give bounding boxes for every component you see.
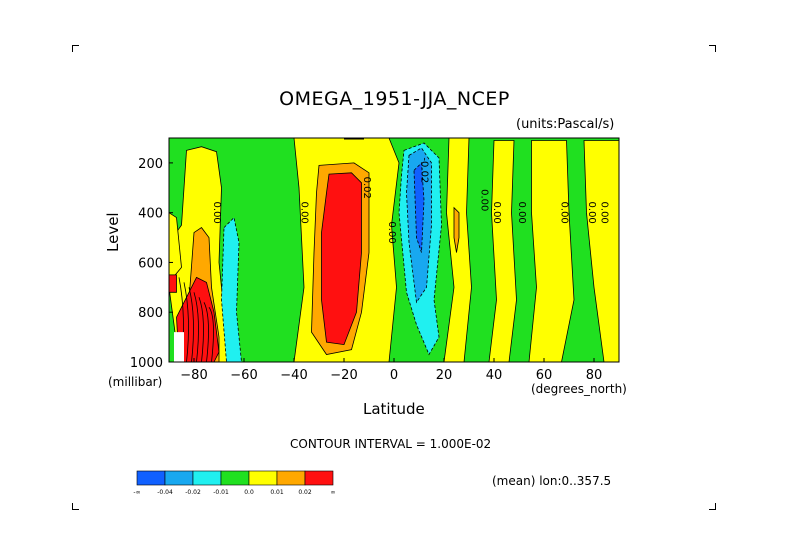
contour-label-9: 0.00 [586, 202, 597, 224]
missing-data-block [174, 332, 184, 362]
y-axis-unit: (millibar) [108, 375, 163, 389]
x-tick-label: −40 [280, 368, 307, 383]
colorbar-swatch-3 [220, 470, 250, 486]
colorbar-label-7: ∞ [331, 489, 336, 496]
colorbar-label-5: 0.01 [270, 489, 284, 496]
x-tick-label: 40 [486, 368, 503, 383]
colorbar-swatch-1 [164, 470, 194, 486]
top-edge-contour [344, 138, 364, 140]
contour-label-3: 0.00 [386, 221, 397, 243]
colorbar-swatch-4 [248, 470, 278, 486]
units-note: (units:Pascal/s) [516, 117, 615, 132]
y-tick-label: 800 [138, 306, 163, 321]
contour-label-1: 0.00 [299, 202, 310, 224]
contour-line-polar [198, 297, 204, 363]
corner-mark-top-left [72, 45, 79, 52]
x-tick-label: 20 [436, 368, 453, 383]
colorbar-swatch-6 [304, 470, 334, 486]
contour-label-8: 0.00 [559, 202, 570, 224]
corner-mark-bottom-right [709, 503, 716, 510]
contour-interval-note: CONTOUR INTERVAL = 1.000E-02 [290, 437, 492, 451]
region-red-subtropical [321, 172, 362, 346]
x-tick-label: −60 [230, 368, 257, 383]
x-axis-unit: (degrees_north) [531, 382, 627, 396]
colorbar-swatch-5 [276, 470, 306, 486]
colorbar-label-0: -∞ [133, 489, 140, 496]
colorbar-label-6: 0.02 [298, 489, 312, 496]
chart-title: OMEGA_1951-JJA_NCEP [279, 88, 510, 110]
colorbar-label-3: -0.01 [213, 489, 229, 496]
region-cyan-south [221, 216, 242, 363]
x-tick-label: 60 [536, 368, 553, 383]
region-red-edge [168, 274, 177, 293]
x-tick-label: 80 [586, 368, 603, 383]
corner-mark-top-right [709, 45, 716, 52]
contour-label-7: 0.00 [516, 202, 527, 224]
x-tick-label: −80 [180, 368, 207, 383]
contour-label-10: 0.00 [599, 202, 610, 224]
x-axis-title: Latitude [363, 400, 425, 418]
colorbar-swatch-0 [136, 470, 166, 486]
y-tick-label: 200 [138, 157, 163, 172]
x-tick-label: −20 [330, 368, 357, 383]
x-tick-label: 0 [390, 368, 398, 383]
contour-line-polar [188, 287, 194, 363]
contour-label-6: 0.00 [491, 202, 502, 224]
contour-line-polar [203, 302, 209, 363]
contour-label-5: 0.00 [479, 189, 490, 211]
contour-line-polar [183, 282, 189, 363]
colorbar-label-1: -0.04 [157, 489, 173, 496]
y-tick-label: 1000 [130, 356, 163, 371]
contour-line-polar [208, 307, 214, 363]
region-blue-tropics [413, 161, 425, 253]
contour-label-4: -0.02 [419, 157, 430, 183]
contour-label-2: 0.02 [361, 177, 372, 199]
mean-note: (mean) lon:0..357.5 [492, 474, 612, 488]
region-yellow-60n [528, 140, 575, 363]
colorbar-label-2: -0.02 [185, 489, 201, 496]
y-tick-label: 600 [138, 256, 163, 271]
region-orange-sliver [453, 206, 460, 253]
contour-label-0: 0.00 [211, 202, 222, 224]
y-tick-label: 400 [138, 207, 163, 222]
colorbar-swatch-2 [192, 470, 222, 486]
corner-mark-bottom-left [72, 503, 79, 510]
contour-line-polar [193, 292, 199, 363]
colorbar-label-4: 0.0 [244, 489, 254, 496]
